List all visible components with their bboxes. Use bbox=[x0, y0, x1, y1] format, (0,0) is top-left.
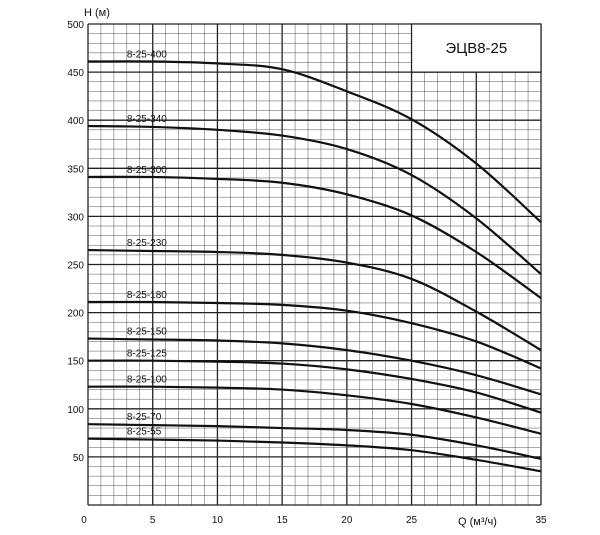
x-tick-label: 5 bbox=[150, 515, 156, 526]
chart-title: ЭЦВ8-25 bbox=[445, 40, 507, 57]
x-axis-label: Q (м³/ч) bbox=[458, 516, 497, 528]
y-tick-label: 100 bbox=[67, 405, 84, 416]
y-tick-label: 500 bbox=[67, 20, 84, 31]
x-tick-label: 20 bbox=[341, 515, 353, 526]
y-tick-label: 150 bbox=[67, 357, 84, 368]
series-label: 8-25-180 bbox=[127, 290, 167, 301]
title-box bbox=[410, 23, 542, 73]
series-label: 8-25-70 bbox=[127, 412, 162, 423]
y-tick-label: 300 bbox=[67, 212, 84, 223]
series-label: 8-25-300 bbox=[127, 165, 167, 176]
series-label: 8-25-100 bbox=[127, 375, 167, 386]
series-label: 8-25-230 bbox=[127, 238, 167, 249]
y-tick-label: 50 bbox=[73, 453, 85, 464]
series-line bbox=[87, 248, 542, 352]
series-line bbox=[87, 337, 542, 396]
y-tick-label: 250 bbox=[67, 261, 84, 272]
grid bbox=[87, 23, 542, 506]
series-label: 8-25-55 bbox=[127, 427, 162, 438]
series-label: 8-25-340 bbox=[127, 114, 167, 125]
series-line bbox=[87, 175, 542, 300]
series-line bbox=[87, 124, 542, 275]
series-line bbox=[87, 300, 542, 370]
y-axis-label: H (м) bbox=[84, 7, 110, 19]
series-label: 8-25-125 bbox=[127, 349, 167, 360]
x-tick-label: 25 bbox=[406, 515, 418, 526]
series-line bbox=[87, 60, 542, 223]
y-tick-label: 450 bbox=[67, 68, 84, 79]
y-tick-label: 200 bbox=[67, 309, 84, 320]
series-line bbox=[87, 359, 542, 414]
x-tick-label: 10 bbox=[212, 515, 224, 526]
series-line bbox=[87, 385, 542, 435]
series-line bbox=[87, 423, 542, 460]
x-tick-label: 15 bbox=[277, 515, 289, 526]
x-tick-label: 35 bbox=[535, 515, 547, 526]
series-line bbox=[87, 437, 542, 473]
x-tick-label: 0 bbox=[81, 515, 87, 526]
series-label: 8-25-150 bbox=[127, 327, 167, 338]
series-label: 8-25-400 bbox=[127, 50, 167, 61]
y-tick-label: 350 bbox=[67, 164, 84, 175]
y-tick-label: 400 bbox=[67, 116, 84, 127]
